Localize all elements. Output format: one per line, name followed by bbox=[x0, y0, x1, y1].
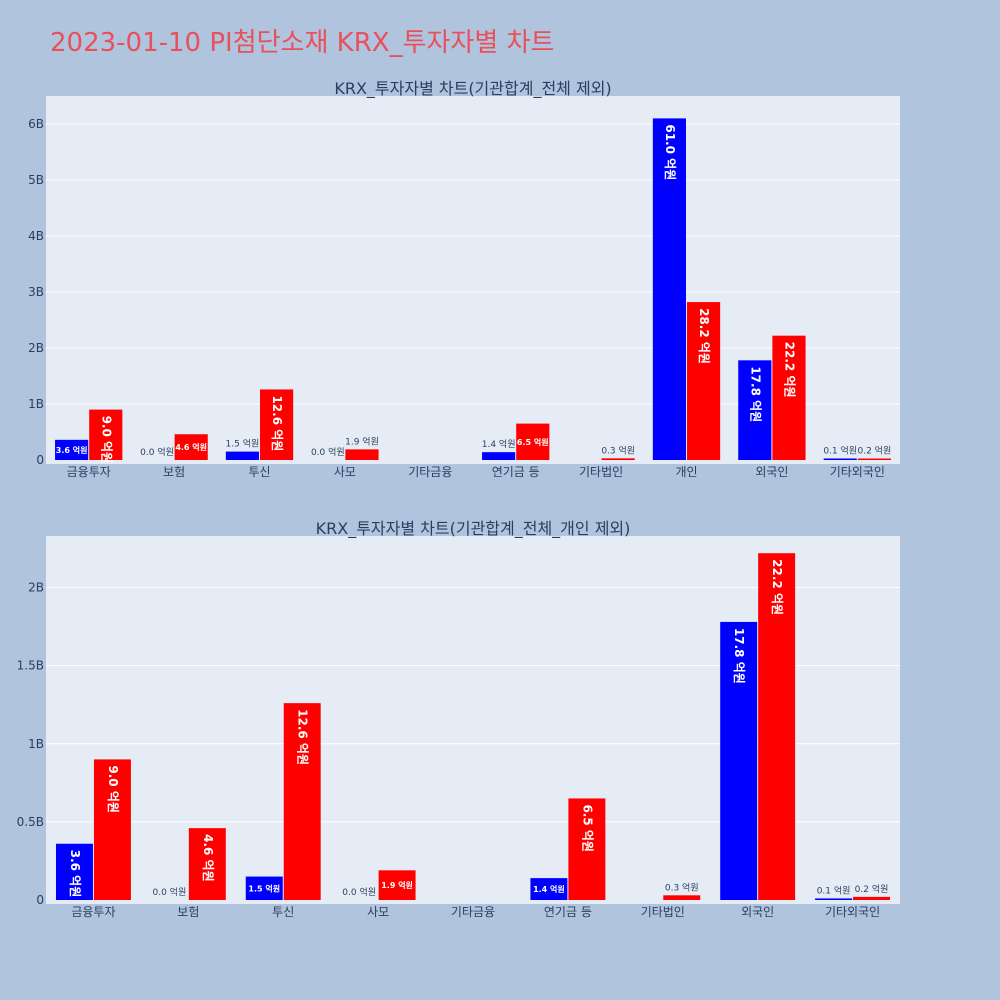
bar-red[interactable] bbox=[663, 895, 701, 900]
bar-red[interactable] bbox=[853, 896, 891, 900]
y-tick-label: 0.5B bbox=[17, 815, 44, 829]
x-tick-label: 금융투자 bbox=[71, 905, 115, 919]
data-label: 4.6 억원 bbox=[175, 442, 207, 452]
x-tick-label: 외국인 bbox=[755, 465, 788, 479]
data-label: 0.0 억원 bbox=[311, 446, 345, 458]
y-tick-label: 3B bbox=[28, 285, 44, 299]
data-label: 3.6 억원 bbox=[56, 445, 88, 455]
chart-title: KRX_투자자별 차트(기관합계_전체 제외) bbox=[334, 79, 611, 99]
bar-red[interactable] bbox=[516, 423, 550, 460]
bar-red[interactable] bbox=[283, 703, 321, 900]
bar-blue[interactable] bbox=[823, 458, 857, 461]
bar-blue[interactable] bbox=[225, 451, 259, 460]
y-tick-label: 4B bbox=[28, 229, 44, 243]
data-label: 1.9 억원 bbox=[345, 435, 379, 447]
x-tick-label: 기타법인 bbox=[641, 905, 685, 919]
bar-blue[interactable] bbox=[815, 898, 853, 900]
bar-red[interactable] bbox=[857, 458, 891, 461]
y-tick-label: 5B bbox=[28, 173, 44, 187]
x-tick-label: 연기금 등 bbox=[544, 905, 592, 919]
data-label: 12.6 억원 bbox=[270, 395, 284, 451]
bar-red[interactable] bbox=[687, 302, 721, 460]
bar-red[interactable] bbox=[568, 798, 606, 900]
y-tick-label: 0 bbox=[36, 453, 44, 467]
data-label: 61.0 억원 bbox=[663, 124, 677, 180]
bar-red[interactable] bbox=[89, 409, 123, 460]
data-label: 3.6 억원 bbox=[68, 850, 82, 898]
data-label: 6.5 억원 bbox=[580, 804, 594, 852]
y-tick-label: 1B bbox=[28, 397, 44, 411]
data-label: 22.2 억원 bbox=[770, 559, 784, 615]
x-tick-label: 기타금융 bbox=[451, 905, 495, 919]
bar-red[interactable] bbox=[772, 335, 806, 460]
x-tick-label: 사모 bbox=[367, 905, 389, 919]
bar-red[interactable] bbox=[174, 434, 208, 460]
data-label: 0.0 억원 bbox=[152, 886, 186, 898]
y-tick-label: 6B bbox=[28, 117, 44, 131]
data-label: 1.5 억원 bbox=[248, 883, 280, 893]
chart-panel-1: 0 1B 2B 3B 4B 5B 6B KRX_투자자별 차트(기관합계_전체 제외) 금융투자… bbox=[28, 79, 900, 479]
page-title: 2023-01-10 PI첨단소재 KRX_투자자별 차트 bbox=[50, 28, 555, 58]
bar-red[interactable] bbox=[601, 458, 635, 460]
y-tick-label: 2B bbox=[28, 581, 44, 595]
y-tick-label: 1.5B bbox=[17, 659, 44, 673]
data-label: 0.0 억원 bbox=[342, 886, 376, 898]
data-label: 1.9 억원 bbox=[381, 880, 413, 890]
x-tick-label: 사모 bbox=[334, 465, 356, 479]
data-label: 9.0 억원 bbox=[99, 416, 113, 464]
bar-blue[interactable] bbox=[652, 118, 686, 461]
data-label: 6.5 억원 bbox=[517, 437, 549, 447]
y-tick-label: 2B bbox=[28, 341, 44, 355]
data-label: 28.2 억원 bbox=[697, 308, 711, 364]
plot-area bbox=[46, 536, 900, 904]
x-tick-label: 기타외국인 bbox=[825, 905, 880, 919]
bar-blue[interactable] bbox=[482, 452, 516, 460]
bar-red[interactable] bbox=[93, 759, 131, 900]
x-tick-label: 투신 bbox=[248, 465, 270, 479]
y-tick-label: 1B bbox=[28, 737, 44, 751]
chart-panel-2: 0 0.5B 1B 1.5B 2B KRX_투자자별 차트(기관합계_전체_개인 제외) 금… bbox=[17, 519, 900, 919]
x-tick-label: 기타금융 bbox=[408, 465, 452, 479]
y-tick-label: 0 bbox=[36, 893, 44, 907]
bar-blue[interactable] bbox=[245, 876, 283, 900]
data-label: 0.3 억원 bbox=[665, 881, 699, 893]
x-tick-label: 기타법인 bbox=[579, 465, 623, 479]
data-label: 0.1 억원 bbox=[817, 884, 851, 896]
bar-blue[interactable] bbox=[738, 360, 772, 460]
bar-red[interactable] bbox=[260, 389, 294, 460]
bar-blue[interactable] bbox=[530, 878, 568, 900]
chart-title: KRX_투자자별 차트(기관합계_전체_개인 제외) bbox=[316, 519, 631, 539]
x-tick-label: 금융투자 bbox=[67, 465, 111, 479]
bar-blue[interactable] bbox=[55, 843, 93, 900]
bar-red[interactable] bbox=[378, 870, 416, 900]
data-label: 4.6 억원 bbox=[201, 834, 215, 882]
bar-red[interactable] bbox=[188, 828, 226, 900]
data-label: 17.8 억원 bbox=[732, 628, 746, 684]
data-label: 17.8 억원 bbox=[748, 366, 762, 422]
plot-area bbox=[46, 96, 900, 464]
bar-red[interactable] bbox=[758, 553, 796, 900]
data-label: 22.2 억원 bbox=[782, 342, 796, 398]
data-label: 0.1 억원 bbox=[823, 445, 857, 457]
data-label: 1.4 억원 bbox=[482, 438, 516, 450]
x-tick-label: 보험 bbox=[177, 905, 199, 919]
data-label: 1.4 억원 bbox=[533, 884, 565, 894]
data-label: 9.0 억원 bbox=[106, 765, 120, 813]
bar-red[interactable] bbox=[345, 449, 379, 460]
x-tick-label: 개인 bbox=[675, 465, 697, 479]
data-label: 0.2 억원 bbox=[855, 883, 889, 895]
data-label: 0.3 억원 bbox=[601, 444, 635, 456]
data-label: 1.5 억원 bbox=[226, 438, 260, 450]
x-tick-label: 투신 bbox=[272, 905, 294, 919]
x-tick-label: 연기금 등 bbox=[492, 465, 540, 479]
data-label: 0.0 억원 bbox=[140, 446, 174, 458]
x-tick-label: 기타외국인 bbox=[830, 465, 885, 479]
x-tick-label: 외국인 bbox=[741, 905, 774, 919]
bar-blue[interactable] bbox=[55, 439, 89, 460]
bar-blue[interactable] bbox=[720, 621, 758, 900]
x-tick-label: 보험 bbox=[163, 465, 185, 479]
data-label: 12.6 억원 bbox=[296, 709, 310, 765]
data-label: 0.2 억원 bbox=[858, 445, 892, 457]
